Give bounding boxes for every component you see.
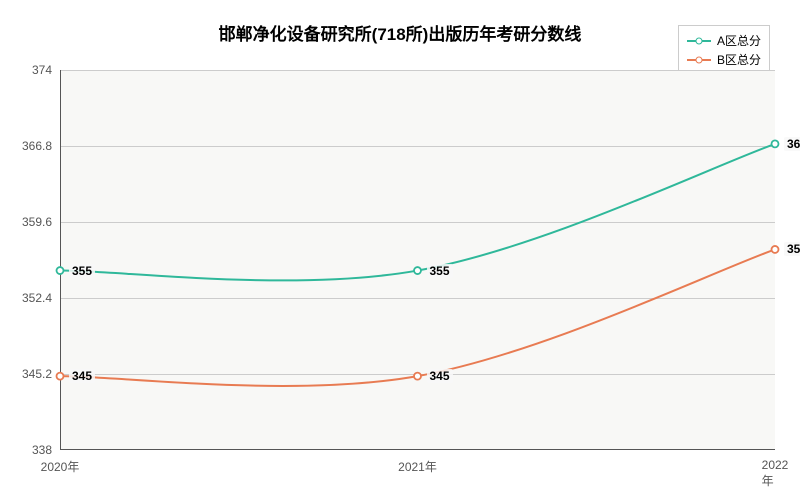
chart-lines: [60, 70, 775, 450]
chart-container: 邯郸净化设备研究所(718所)出版历年考研分数线 A区总分 B区总分 33834…: [0, 0, 800, 500]
data-marker: [414, 267, 421, 274]
y-axis-tick-label: 366.8: [22, 139, 52, 153]
data-marker: [772, 140, 779, 147]
legend: A区总分 B区总分: [678, 25, 770, 75]
data-label: 345: [69, 369, 95, 383]
y-axis-tick-label: 359.6: [22, 215, 52, 229]
data-marker: [57, 267, 64, 274]
data-label: 345: [426, 369, 452, 383]
data-marker: [414, 373, 421, 380]
data-label: 367: [784, 137, 800, 151]
x-axis-tick-label: 2020年: [41, 458, 80, 475]
data-label: 357: [784, 242, 800, 256]
legend-item-b: B区总分: [687, 51, 761, 68]
legend-swatch-b: [687, 59, 711, 61]
series-line: [60, 144, 775, 281]
data-label: 355: [426, 264, 452, 278]
x-axis-tick-label: 2021年: [398, 458, 437, 475]
y-axis-tick-label: 338: [32, 443, 52, 457]
x-axis-tick-label: 2022年: [762, 458, 789, 489]
chart-title: 邯郸净化设备研究所(718所)出版历年考研分数线: [219, 20, 582, 45]
plot-area: 338345.2352.4359.6366.83742020年2021年2022…: [60, 70, 775, 450]
y-axis-tick-label: 374: [32, 63, 52, 77]
legend-item-a: A区总分: [687, 32, 761, 49]
data-label: 355: [69, 264, 95, 278]
legend-label-b: B区总分: [717, 51, 761, 68]
legend-swatch-a: [687, 40, 711, 42]
data-marker: [57, 373, 64, 380]
legend-label-a: A区总分: [717, 32, 761, 49]
data-marker: [772, 246, 779, 253]
y-axis-tick-label: 352.4: [22, 291, 52, 305]
y-axis-tick-label: 345.2: [22, 367, 52, 381]
